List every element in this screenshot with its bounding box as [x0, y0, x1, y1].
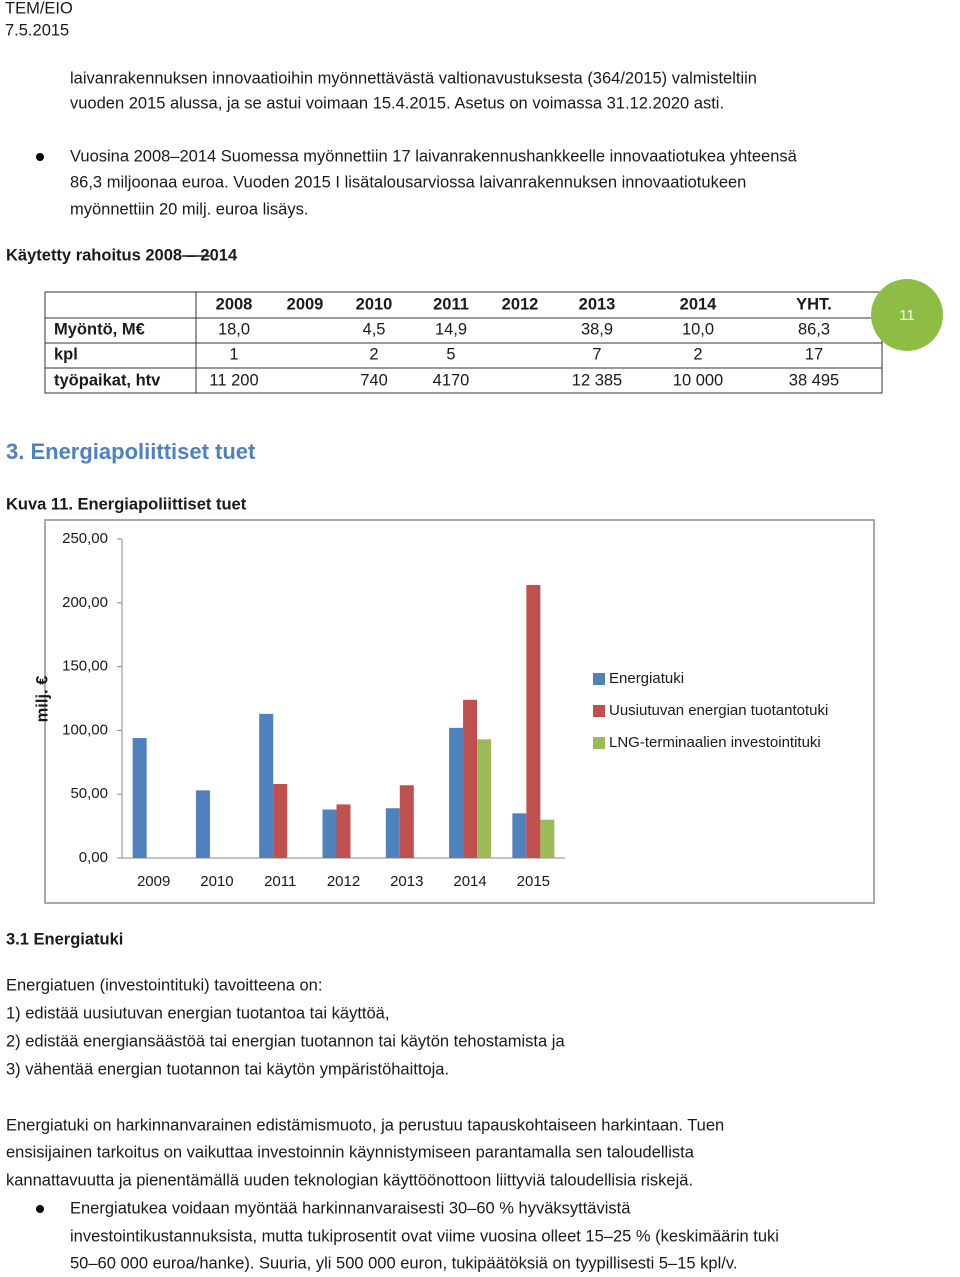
paragraph-line: 1) edistää uusiutuvan energian tuotantoa…	[6, 1004, 389, 1022]
table-cell: 1	[229, 345, 238, 363]
paragraph-line: Energiatuen (investointituki) tavoitteen…	[6, 976, 322, 994]
table-cell: kpl	[54, 345, 78, 363]
x-tick-label: 2009	[137, 873, 170, 890]
table-cell: 11 200	[209, 371, 258, 389]
bar	[463, 699, 478, 858]
legend-swatch	[593, 705, 605, 717]
table-cell: Myöntö, M€	[54, 320, 145, 338]
legend-swatch	[593, 673, 605, 685]
legend-label: Uusiutuvan energian tuotantotuki	[609, 702, 828, 719]
section-heading: 3. Energiapoliittiset tuet	[6, 439, 256, 464]
bar	[322, 809, 337, 858]
header-date: 7.5.2015	[5, 21, 69, 39]
legend-label: LNG-terminaalien investointituki	[609, 734, 821, 751]
table-cell: 2012	[502, 295, 539, 313]
y-tick-label: 100,00	[62, 721, 108, 738]
legend-swatch	[593, 737, 605, 749]
table-cell: 4,5	[363, 320, 386, 338]
table-title: Käytetty rahoitus 2008 – 2014	[6, 246, 238, 264]
table-cell: 86,3	[798, 320, 830, 338]
table-cell: 38 495	[789, 371, 839, 389]
subsection-heading: 3.1 Energiatuki	[6, 930, 123, 948]
bar	[132, 738, 147, 858]
bullet	[36, 1205, 44, 1213]
paragraph-line: kannattavuutta ja pienentämällä uuden te…	[6, 1171, 693, 1189]
x-tick-label: 2013	[390, 873, 423, 890]
bullet-line: Vuosina 2008–2014 Suomessa myönnettiin 1…	[70, 147, 798, 165]
table-cell: 2	[369, 345, 378, 363]
paragraph-line: Energiatuki on harkinnanvarainen edistäm…	[6, 1116, 724, 1134]
bar	[477, 739, 492, 858]
table-cell: 2008	[216, 295, 253, 313]
bar	[336, 804, 351, 858]
bar	[273, 783, 288, 858]
table-cell: 2009	[287, 295, 324, 313]
bullet-line: Energiatukea voidaan myöntää harkinnanva…	[70, 1199, 631, 1217]
y-tick-label: 250,00	[62, 530, 108, 547]
bullet-line: 50–60 000 euroa/hanke). Suuria, yli 500 …	[70, 1254, 737, 1272]
table-cell: työpaikat, htv	[54, 371, 161, 389]
table-cell: 2	[693, 345, 702, 363]
table-cell: 17	[805, 345, 823, 363]
bar	[540, 819, 555, 858]
table-cell: 38,9	[581, 320, 613, 338]
x-tick-label: 2014	[453, 873, 486, 890]
y-axis-label: milj. €	[33, 676, 51, 723]
bullet-line: 86,3 miljoonaa euroa. Vuoden 2015 I lisä…	[70, 173, 746, 191]
x-tick-label: 2012	[327, 873, 360, 890]
bar	[385, 808, 400, 858]
table-cell: 2010	[356, 295, 393, 313]
bar	[259, 713, 274, 858]
x-tick-label: 2010	[200, 873, 233, 890]
bar	[195, 790, 210, 858]
bullet-line: myönnettiin 20 milj. euroa lisäys.	[70, 200, 308, 218]
table-cell: YHT.	[796, 295, 832, 313]
page-badge	[871, 279, 943, 351]
paragraph-line: 3) vähentää energian tuotannon tai käytö…	[6, 1060, 449, 1078]
table-cell: 4170	[433, 371, 470, 389]
y-tick-label: 50,00	[70, 785, 108, 802]
paragraph-line: 2) edistää energiansäästöä tai energian …	[6, 1032, 565, 1050]
y-tick-label: 150,00	[62, 658, 108, 675]
figure-caption: Kuva 11. Energiapoliittiset tuet	[6, 495, 247, 513]
table-cell: 740	[360, 371, 388, 389]
header-org: TEM/EIO	[5, 0, 73, 17]
table-cell: 14,9	[435, 320, 467, 338]
bullet	[36, 153, 44, 161]
y-tick-label: 0,00	[79, 849, 108, 866]
table-cell: 2011	[433, 295, 469, 313]
paragraph-line: vuoden 2015 alussa, ja se astui voimaan …	[70, 94, 724, 112]
table-cell: 2013	[579, 295, 616, 313]
paragraph-line: laivanrakennuksen innovaatioihin myönnet…	[70, 69, 757, 87]
table-cell: 2014	[680, 295, 718, 313]
bar	[449, 727, 464, 858]
paragraph-line: ensisijainen tarkoitus on vaikuttaa inve…	[6, 1143, 695, 1161]
legend-label: Energiatuki	[609, 670, 684, 687]
bar	[512, 813, 527, 858]
table-cell: 7	[592, 345, 601, 363]
x-tick-label: 2015	[517, 873, 550, 890]
bullet-line: investointikustannuksista, mutta tukipro…	[70, 1227, 779, 1245]
table-cell: 12 385	[572, 371, 622, 389]
table-cell: 10 000	[673, 371, 723, 389]
x-tick-label: 2011	[264, 873, 296, 890]
table-cell: 18,0	[218, 320, 250, 338]
bar	[399, 785, 414, 858]
bar	[526, 584, 541, 858]
table-cell: 10,0	[682, 320, 714, 338]
table-cell: 5	[446, 345, 455, 363]
page-number: 11	[899, 307, 915, 324]
y-tick-label: 200,00	[62, 594, 108, 611]
